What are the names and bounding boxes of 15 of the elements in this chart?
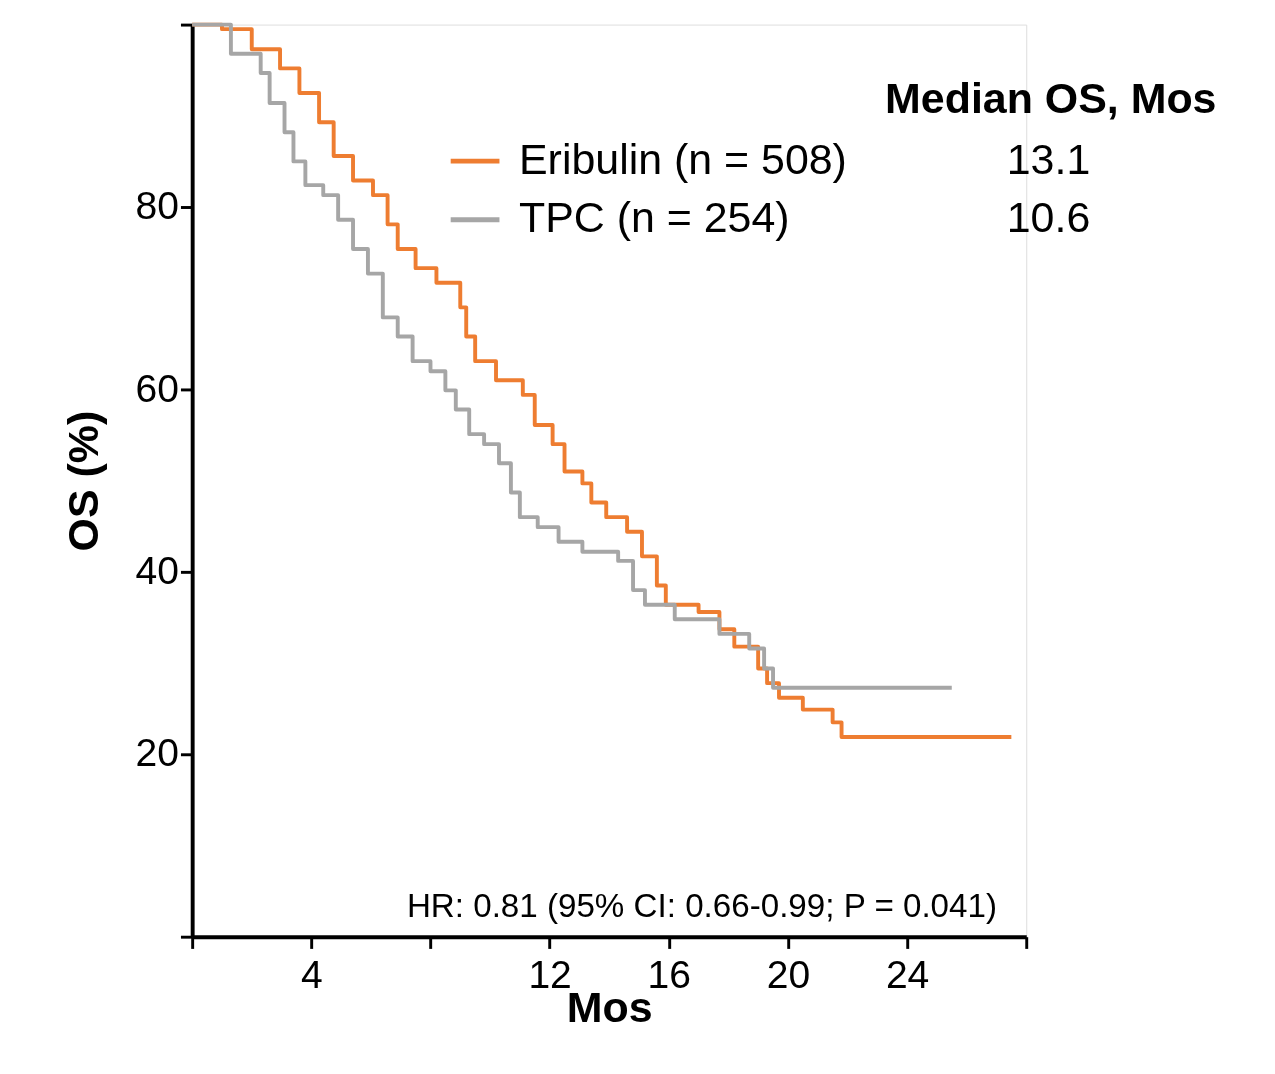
y-axis-title: OS (%): [58, 410, 107, 552]
x-tick-label: 24: [885, 952, 930, 996]
annotation: 13.1: [1006, 134, 1091, 183]
annotation: 10.6: [1006, 193, 1091, 242]
annotation: HR: 0.81 (95% CI: 0.66-0.99; P = 0.041): [406, 887, 997, 925]
y-tick-label: 80: [135, 184, 180, 228]
y-tick-label: 40: [135, 549, 180, 593]
legend-label: Eribulin (n = 508): [518, 134, 847, 183]
x-tick-label: 20: [766, 952, 811, 996]
legend-title: Median OS, Mos: [885, 74, 1217, 123]
legend-label: TPC (n = 254): [518, 193, 790, 242]
y-tick-label: 20: [135, 731, 180, 775]
x-tick-label: 4: [300, 952, 323, 996]
x-tick-label: 16: [647, 952, 691, 996]
y-tick-label: 60: [135, 366, 180, 410]
